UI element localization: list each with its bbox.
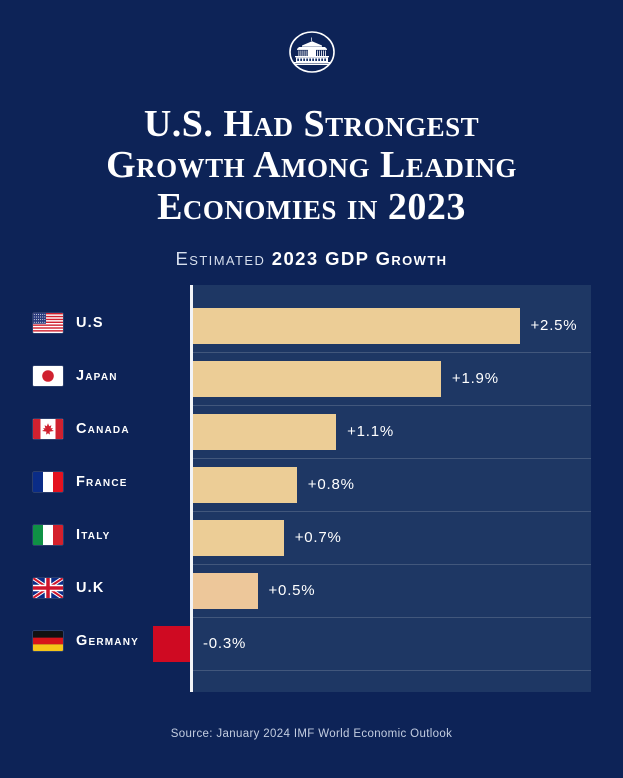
country-label: Japan — [76, 368, 118, 384]
page-subtitle: Estimated 2023 GDP Growth — [0, 248, 623, 270]
gridline — [192, 670, 591, 671]
subtitle-emphasis: 2023 GDP Growth — [271, 248, 448, 270]
country-label: Italy — [76, 527, 111, 543]
flag-it-icon — [33, 525, 63, 545]
chart-row: Japan +1.9% — [0, 353, 623, 406]
bar-value-label: +1.1% — [347, 423, 395, 440]
chart-row: France +0.8% — [0, 459, 623, 512]
title-line-3: Economies in 2023 — [157, 185, 466, 228]
page-title: U.S. Had Strongest Growth Among Leading … — [0, 103, 623, 228]
flag-us-icon — [33, 313, 63, 333]
bar — [152, 626, 192, 662]
bar — [192, 414, 337, 450]
title-line-1: U.S. Had Strongest — [143, 103, 480, 145]
gridline — [192, 405, 591, 406]
bar-value-label: +2.5% — [530, 317, 578, 334]
chart-row: U.K +0.5% — [0, 565, 623, 618]
title-line-2: Growth Among Leading — [106, 144, 517, 187]
country-label: U.K — [76, 580, 105, 596]
country-label: Germany — [76, 633, 140, 649]
bar-value-label: +0.8% — [307, 476, 355, 493]
chart-row: U.S +2.5% — [0, 300, 623, 353]
chart-row: Italy +0.7% — [0, 512, 623, 565]
country-label: Canada — [76, 421, 130, 437]
bar-value-label: +1.9% — [451, 370, 499, 387]
flag-fr-icon — [33, 472, 63, 492]
source-note: Source: January 2024 IMF World Economic … — [170, 728, 453, 740]
bar-value-label: -0.3% — [203, 635, 247, 652]
gridline — [192, 458, 591, 459]
flag-uk-icon — [33, 578, 63, 598]
chart-row: Canada +1.1% — [0, 406, 623, 459]
flag-jp-icon — [33, 366, 63, 386]
bar — [192, 520, 284, 556]
gridline — [192, 511, 591, 512]
white-house-seal-icon — [288, 31, 335, 73]
bar — [192, 361, 441, 397]
flag-ca-icon — [33, 419, 63, 439]
bar — [192, 308, 520, 344]
subtitle-prefix: Estimated — [175, 248, 272, 270]
bar-value-label: +0.7% — [294, 529, 342, 546]
bar-value-label: +0.5% — [268, 582, 316, 599]
bar — [192, 573, 258, 609]
chart-row: Germany -0.3% — [0, 618, 623, 671]
flag-de-icon — [33, 631, 63, 651]
country-label: U.S — [76, 315, 104, 331]
gridline — [192, 564, 591, 565]
gdp-growth-bar-chart: U.S +2.5% Japan +1.9% Canada +1.1% France +0… — [0, 285, 623, 693]
gridline — [192, 352, 591, 353]
zero-axis-line — [190, 285, 193, 692]
country-label: France — [76, 474, 128, 490]
gridline — [192, 617, 591, 618]
bar — [192, 467, 297, 503]
logo-container — [0, 0, 623, 88]
